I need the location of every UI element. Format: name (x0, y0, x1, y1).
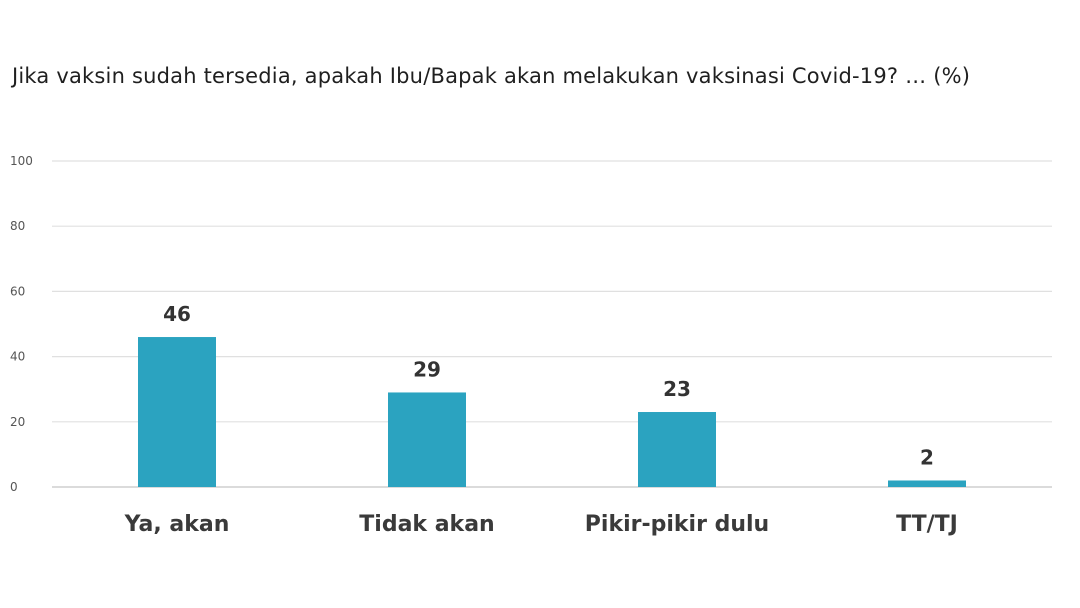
y-tick-label: 60 (10, 284, 25, 298)
bar (638, 412, 716, 487)
bar (888, 480, 966, 487)
y-axis-ticks: 0 20 40 60 80 100 (10, 154, 33, 494)
chart-title: Jika vaksin sudah tersedia, apakah Ibu/B… (12, 64, 971, 88)
y-tick-label: 100 (10, 154, 33, 168)
value-labels: 46 29 23 2 (163, 302, 934, 469)
value-label: 29 (413, 357, 441, 381)
y-tick-label: 0 (10, 480, 18, 494)
category-label: Tidak akan (359, 512, 494, 537)
bars (138, 337, 966, 487)
gridlines (52, 160, 1052, 488)
y-tick-label: 80 (10, 219, 25, 233)
y-tick-label: 20 (10, 415, 25, 429)
category-label: Ya, akan (124, 512, 230, 537)
category-labels: Ya, akan Tidak akan Pikir-pikir dulu TT/TJ (124, 512, 958, 537)
category-label: Pikir-pikir dulu (585, 512, 769, 537)
value-label: 46 (163, 302, 191, 326)
bar (388, 392, 466, 487)
value-label: 2 (920, 445, 934, 469)
category-label: TT/TJ (896, 512, 958, 537)
bar (138, 337, 216, 487)
value-label: 23 (663, 377, 691, 401)
y-tick-label: 40 (10, 350, 25, 364)
